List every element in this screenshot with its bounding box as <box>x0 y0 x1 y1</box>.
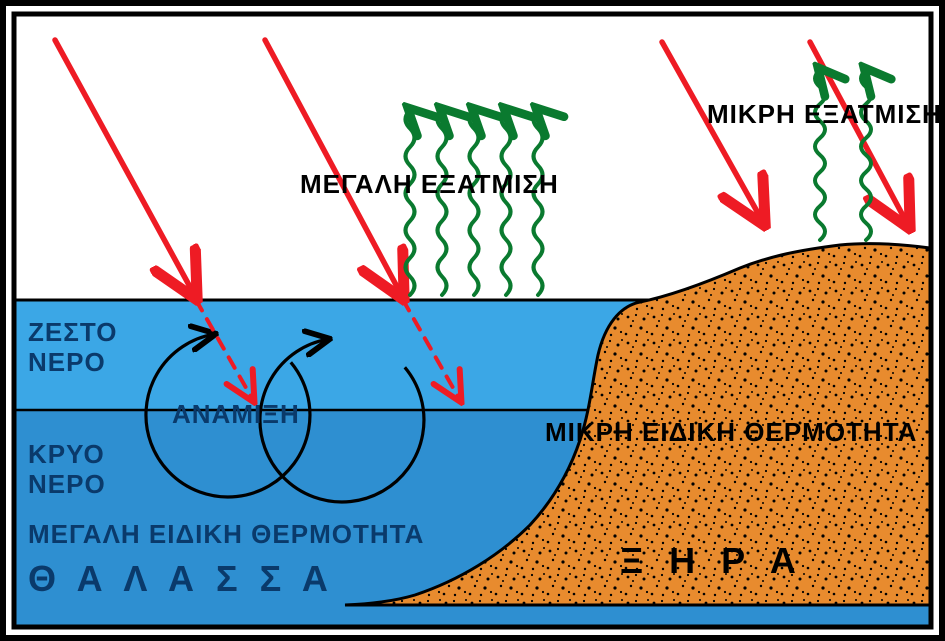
label-mixing: ΑΝΑΜΙΞΗ <box>172 400 300 430</box>
label-small_evap: ΜΙΚΡΗ ΕΞΑΤΜΙΣΗ <box>707 100 942 130</box>
label-large_evap: ΜΕΓΑΛΗ ΕΞΑΤΜΙΣΗ <box>300 170 559 200</box>
label-big_heat: ΜΕΓΑΛΗ ΕΙΔΙΚΗ ΘΕΡΜΟΤΗΤΑ <box>28 520 424 550</box>
label-warm_water_1: ΖΕΣΤΟ <box>28 318 117 348</box>
label-warm_water_2: ΝΕΡΟ <box>28 348 106 378</box>
label-land: Ξ Η Ρ Α <box>620 540 804 581</box>
label-cold_water_1: ΚΡΥΟ <box>28 440 105 470</box>
diagram-frame: ΜΕΓΑΛΗ ΕΞΑΤΜΙΣΗΜΙΚΡΗ ΕΞΑΤΜΙΣΗΖΕΣΤΟΝΕΡΟΑΝ… <box>0 0 945 641</box>
label-small_heat: ΜΙΚΡΗ ΕΙΔΙΚΗ ΘΕΡΜΟΤΗΤΑ <box>545 418 917 448</box>
label-cold_water_2: ΝΕΡΟ <box>28 470 106 500</box>
label-sea: Θ Α Λ Α Σ Σ Α <box>28 558 334 599</box>
